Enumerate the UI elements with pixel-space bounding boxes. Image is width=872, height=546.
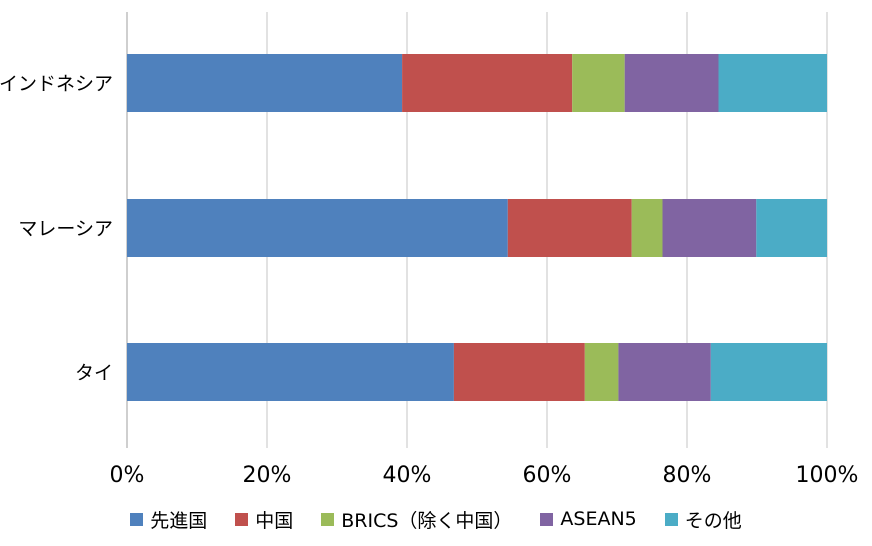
legend-item: ASEAN5 — [540, 508, 637, 530]
legend-label: BRICS（除く中国） — [341, 509, 513, 532]
legend: 先進国 中国 BRICS（除く中国） ASEAN5 その他 — [0, 504, 872, 534]
legend-item: 先進国 — [130, 506, 207, 533]
legend-label: 中国 — [255, 509, 294, 532]
bar-segment — [624, 54, 719, 112]
legend-item: 中国 — [235, 506, 293, 533]
x-tick-label: 60% — [523, 463, 572, 488]
bar-segment — [631, 199, 663, 257]
bar-segment — [584, 343, 619, 401]
bar-segment — [507, 199, 632, 257]
x-tick-label: 40% — [383, 463, 432, 488]
x-tick-label: 20% — [243, 463, 292, 488]
bar-segment — [402, 54, 573, 112]
bar-segment — [662, 199, 757, 257]
bar-segment — [572, 54, 625, 112]
bars — [127, 54, 827, 401]
bar-segment — [718, 54, 827, 112]
bar-segment — [756, 199, 827, 257]
legend-swatch — [130, 512, 144, 526]
bar-segment — [710, 343, 827, 401]
x-tick-label: 100% — [796, 463, 859, 488]
legend-swatch — [235, 512, 249, 526]
legend-label: その他 — [684, 509, 742, 532]
legend-swatch — [321, 512, 335, 526]
category-label: タイ — [75, 362, 113, 384]
bar-segment — [127, 199, 508, 257]
legend-label: ASEAN5 — [560, 508, 637, 530]
bar-segment — [127, 343, 454, 401]
x-tick-label: 0% — [110, 463, 145, 488]
legend-item: その他 — [664, 506, 742, 533]
category-label: インドネシア — [0, 73, 113, 95]
bar-segment — [453, 343, 585, 401]
legend-swatch — [664, 512, 678, 526]
legend-swatch — [540, 512, 554, 526]
x-tick-label: 80% — [663, 463, 712, 488]
legend-label: 先進国 — [150, 509, 208, 532]
category-label: マレーシア — [18, 218, 113, 240]
bar-segment — [618, 343, 711, 401]
bar-segment — [127, 54, 403, 112]
x-tick-labels: 0% 20% 40% 60% 80% 100% — [110, 463, 859, 488]
legend-item: BRICS（除く中国） — [321, 506, 512, 533]
